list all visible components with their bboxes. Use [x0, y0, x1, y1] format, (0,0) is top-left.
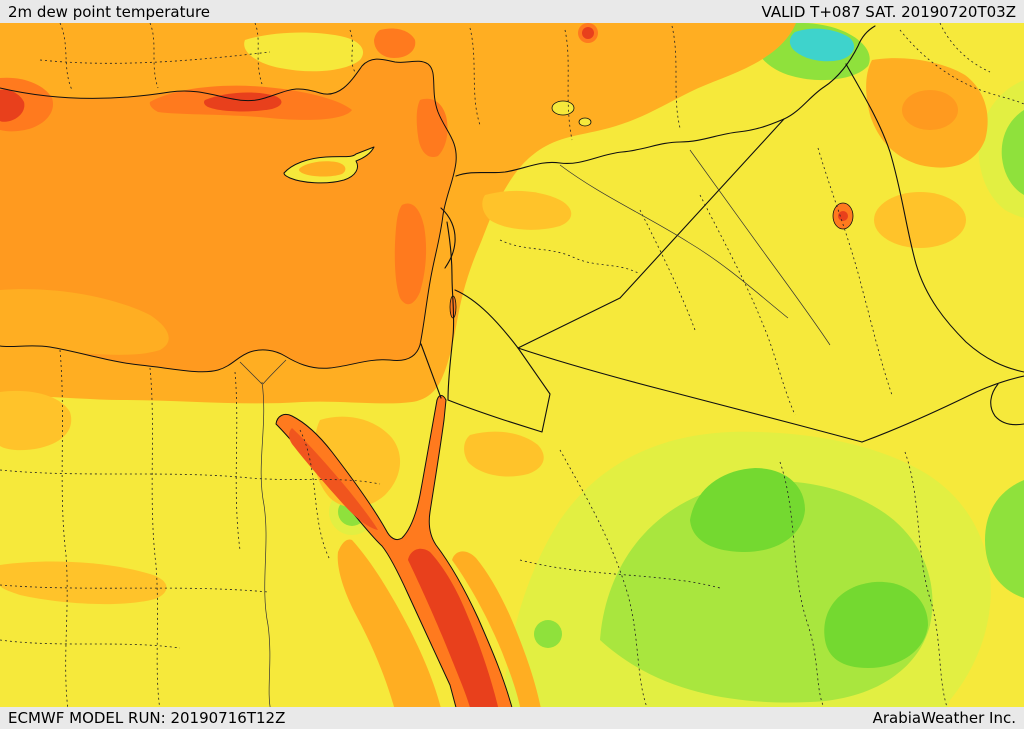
lake-urmia-red-core	[838, 211, 848, 221]
country-borders	[420, 25, 1024, 443]
se-bright-green-core-1	[690, 468, 805, 552]
border-jordan-valley	[446, 221, 455, 401]
egypt-west-pale-orange-1	[0, 390, 72, 451]
rivers	[239, 149, 831, 713]
anatolia-yellow-pocket	[244, 32, 364, 72]
admin-border-dotted	[817, 147, 893, 396]
red-sea-south-red-core	[408, 548, 500, 715]
sea-sw-lighter-patch	[0, 289, 169, 355]
lake-small	[578, 117, 592, 127]
footer-bar: ECMWF MODEL RUN: 20190716T12Z ArabiaWeat…	[0, 707, 1024, 729]
border-israel-egypt	[420, 343, 442, 399]
border-turkey-syria-iraq	[455, 25, 876, 177]
nile-delta-west-branch	[239, 361, 263, 385]
admin-border-dotted	[469, 27, 481, 126]
nile-river	[260, 381, 272, 713]
right-edge-green-band	[985, 480, 1024, 598]
mediterranean-sea-fill	[0, 59, 457, 372]
model-run-label: ECMWF MODEL RUN: 20190716T12Z	[8, 709, 286, 727]
admin-border-dotted	[254, 22, 263, 85]
admin-border-dotted	[234, 371, 241, 551]
nw-saudi-pale-orange-patch	[464, 431, 544, 477]
admin-border-dotted	[519, 559, 721, 589]
mediterranean-coastline	[0, 58, 457, 373]
anatolia-deep-orange-spot	[374, 28, 416, 58]
islands-and-seas	[275, 146, 515, 716]
nile-delta-east-branch	[262, 359, 287, 385]
nw-corner-red-core	[0, 89, 25, 122]
coastlines	[0, 58, 457, 373]
admin-border-dotted	[564, 29, 573, 141]
red-sea-west-shore-orange	[337, 539, 446, 729]
admin-border-dotted	[59, 349, 69, 711]
admin-border-dotted	[59, 22, 73, 91]
admin-border-dotted	[0, 639, 181, 649]
egypt-west-pale-orange-2	[0, 561, 167, 605]
admin-border-dotted	[39, 51, 271, 64]
cyprus-orange-core	[298, 161, 346, 177]
lakes	[551, 100, 854, 230]
west-saudi-green-spot	[534, 620, 562, 648]
lake-tuz	[551, 100, 575, 116]
border-kuwait	[990, 383, 1024, 426]
turkey-red-spot	[582, 27, 594, 39]
border-jordan-iraq	[517, 297, 621, 349]
valid-time-label: VALID T+087 SAT. 20190720T03Z	[761, 2, 1016, 21]
attribution-label: ArabiaWeather Inc.	[872, 709, 1016, 727]
admin-border-dotted	[671, 25, 681, 129]
admin-border-dotted	[149, 22, 159, 89]
border-iraq-saudi	[517, 347, 863, 443]
ne-mid-pale-orange	[874, 192, 966, 248]
admin-borders	[0, 22, 1024, 711]
admin-border-dotted	[779, 461, 826, 711]
gulf-of-suez-core	[289, 428, 378, 530]
admin-border-dotted	[904, 451, 949, 711]
tigris-river	[689, 149, 831, 346]
red-sea-east-shore-orange	[452, 551, 545, 729]
admin-border-dotted	[899, 29, 1024, 105]
admin-border-dotted	[939, 22, 991, 73]
syria-pale-orange-patch	[482, 190, 572, 230]
admin-border-dotted	[639, 209, 696, 331]
border-saudi-kuwait-diagonal	[861, 375, 1024, 443]
admin-border-dotted	[699, 194, 796, 416]
ne-cyan-core	[789, 28, 855, 62]
border-jordan-saudi-zigzag	[447, 347, 551, 433]
map-title: 2m dew point temperature	[8, 2, 211, 21]
euphrates-river	[559, 164, 789, 319]
header-bar: 2m dew point temperature VALID T+087 SAT…	[0, 0, 1024, 23]
border-syria-jordan	[454, 289, 519, 349]
levant-coast-deep-orange-band	[394, 203, 427, 305]
admin-border-dotted	[0, 469, 381, 485]
border-iran-iraq	[845, 63, 1024, 373]
border-lebanon	[440, 207, 456, 269]
se-bright-green-core-2	[824, 581, 928, 668]
ne-orange-core	[902, 90, 958, 130]
iskenderun-deep-orange	[416, 98, 448, 158]
right-edge-top-green-core	[1001, 110, 1024, 195]
admin-border-dotted	[559, 449, 649, 711]
border-syria-iraq	[619, 118, 785, 299]
admin-border-dotted	[149, 367, 161, 711]
